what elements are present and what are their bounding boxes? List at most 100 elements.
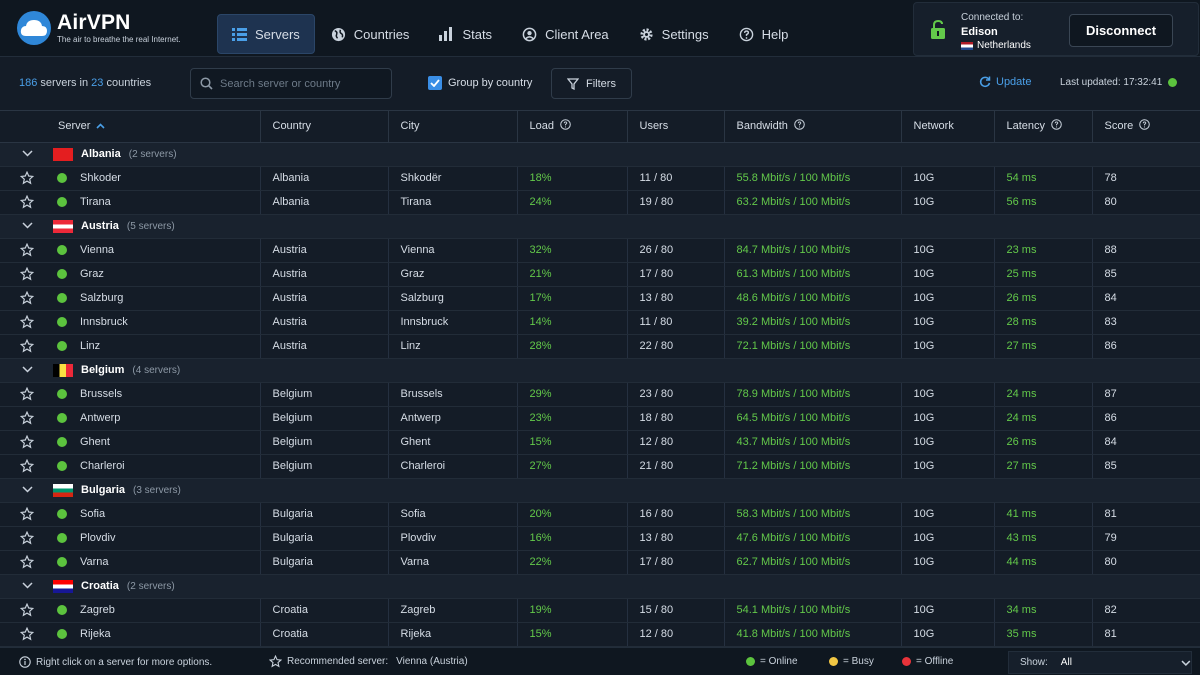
filters-button[interactable]: Filters: [551, 68, 632, 99]
col-latency[interactable]: Latency: [994, 111, 1093, 143]
nav-settings[interactable]: Settings: [625, 14, 723, 54]
group-by-country[interactable]: Group by country: [428, 76, 532, 90]
table-header: Server Country City Load Users Bandwidth…: [0, 111, 1200, 143]
server-latency: 28 ms: [994, 310, 1093, 335]
col-score[interactable]: Score: [1092, 111, 1200, 143]
col-server[interactable]: Server: [0, 111, 261, 143]
favorite-star-icon[interactable]: [20, 243, 34, 257]
favorite-star-icon[interactable]: [20, 411, 34, 425]
server-latency: 34 ms: [994, 598, 1093, 623]
server-country: Croatia: [260, 622, 389, 647]
table-row[interactable]: Varna Bulgaria Varna 22% 17 / 80 62.7 Mbit/s …: [0, 550, 1200, 575]
table-row[interactable]: Vienna Austria Vienna 32% 26 / 80 84.7 Mbit/s…: [0, 238, 1200, 263]
server-users: 15 / 80: [627, 598, 725, 623]
table-row[interactable]: Zagreb Croatia Zagreb 19% 15 / 80 54.1 Mbit/s…: [0, 598, 1200, 623]
table-row[interactable]: Rijeka Croatia Rijeka 15% 12 / 80 41.8 Mbit/s…: [0, 622, 1200, 647]
table-row[interactable]: Innsbruck Austria Innsbruck 14% 11 / 80 39.2 …: [0, 310, 1200, 335]
info-icon: [560, 119, 571, 133]
favorite-star-icon[interactable]: [20, 507, 34, 521]
favorite-star-icon[interactable]: [20, 435, 34, 449]
collapse-chevron-icon[interactable]: [22, 580, 33, 592]
server-score: 80: [1092, 550, 1200, 575]
server-latency: 44 ms: [994, 550, 1093, 575]
server-country: Belgium: [260, 430, 389, 455]
show-label: Show:: [1020, 657, 1048, 668]
search-box: [190, 68, 392, 99]
col-network[interactable]: Network: [901, 111, 995, 143]
nav-client-area[interactable]: Client Area: [508, 14, 623, 54]
group-row[interactable]: Albania (2 servers): [0, 142, 1200, 167]
table-row[interactable]: Shkoder Albania Shkodër 18% 11 / 80 55.8 Mbit…: [0, 166, 1200, 191]
update-button[interactable]: Update: [979, 76, 1031, 88]
collapse-chevron-icon[interactable]: [22, 220, 33, 232]
nav-help[interactable]: Help: [725, 14, 803, 54]
server-users: 16 / 80: [627, 502, 725, 527]
favorite-star-icon[interactable]: [20, 171, 34, 185]
server-city: Shkodër: [388, 166, 518, 191]
show-select[interactable]: Show: All: [1008, 651, 1192, 674]
server-name: Shkoder: [80, 172, 121, 184]
col-city[interactable]: City: [388, 111, 518, 143]
online-status-icon: [57, 317, 67, 327]
favorite-star-icon[interactable]: [20, 627, 34, 641]
favorite-star-icon[interactable]: [20, 291, 34, 305]
group-row[interactable]: Austria (5 servers): [0, 214, 1200, 239]
group-checkbox[interactable]: [428, 76, 442, 90]
collapse-chevron-icon[interactable]: [22, 364, 33, 376]
table-row[interactable]: Tirana Albania Tirana 24% 19 / 80 63.2 Mbit/s…: [0, 190, 1200, 215]
table-row[interactable]: Antwerp Belgium Antwerp 23% 18 / 80 64.5 Mbit…: [0, 406, 1200, 431]
table-row[interactable]: Graz Austria Graz 21% 17 / 80 61.3 Mbit/s / 1…: [0, 262, 1200, 287]
server-score: 84: [1092, 286, 1200, 311]
table-row[interactable]: Sofia Bulgaria Sofia 20% 16 / 80 58.3 Mbit/s …: [0, 502, 1200, 527]
col-country[interactable]: Country: [260, 111, 389, 143]
search-input[interactable]: [220, 77, 390, 90]
server-city: Sofia: [388, 502, 518, 527]
table-body: Albania (2 servers) Shkoder Albania Shkodër 1…: [0, 142, 1200, 647]
offline-dot-icon: [902, 657, 911, 666]
last-updated-text: Last updated: 17:32:41: [1060, 77, 1163, 88]
collapse-chevron-icon[interactable]: [22, 484, 33, 496]
collapse-chevron-icon[interactable]: [22, 148, 33, 160]
favorite-star-icon[interactable]: [20, 387, 34, 401]
online-status-icon: [57, 389, 67, 399]
group-row[interactable]: Belgium (4 servers): [0, 358, 1200, 383]
favorite-star-icon[interactable]: [20, 531, 34, 545]
col-latency-label: Latency: [1006, 120, 1046, 133]
server-network: 10G: [901, 406, 995, 431]
server-name: Graz: [80, 268, 104, 280]
table-row[interactable]: Ghent Belgium Ghent 15% 12 / 80 43.7 Mbit/s /…: [0, 430, 1200, 455]
logo: AirVPN The air to breathe the real Inter…: [17, 11, 181, 45]
nav-stats[interactable]: Stats: [425, 14, 506, 54]
col-users[interactable]: Users: [627, 111, 725, 143]
favorite-star-icon[interactable]: [20, 315, 34, 329]
table-row[interactable]: Brussels Belgium Brussels 29% 23 / 80 78.9 Mb…: [0, 382, 1200, 407]
server-latency: 23 ms: [994, 238, 1093, 263]
table-row[interactable]: Charleroi Belgium Charleroi 27% 21 / 80 71.2 …: [0, 454, 1200, 479]
legend-online: = Online: [746, 656, 798, 667]
server-count-number: 186: [19, 77, 38, 89]
nav-servers[interactable]: Servers: [217, 14, 315, 54]
favorite-star-icon[interactable]: [20, 267, 34, 281]
server-bandwidth: 54.1 Mbit/s / 100 Mbit/s: [724, 598, 902, 623]
favorite-star-icon[interactable]: [20, 459, 34, 473]
server-latency: 25 ms: [994, 262, 1093, 287]
favorite-star-icon[interactable]: [20, 555, 34, 569]
favorite-star-icon[interactable]: [20, 339, 34, 353]
online-dot-icon: [746, 657, 755, 666]
table-row[interactable]: Linz Austria Linz 28% 22 / 80 72.1 Mbit/s / 1…: [0, 334, 1200, 359]
col-bandwidth[interactable]: Bandwidth: [724, 111, 902, 143]
favorite-star-icon[interactable]: [20, 195, 34, 209]
favorite-star-icon[interactable]: [20, 603, 34, 617]
group-row[interactable]: Bulgaria (3 servers): [0, 478, 1200, 503]
disconnect-button[interactable]: Disconnect: [1069, 14, 1173, 47]
table-row[interactable]: Salzburg Austria Salzburg 17% 13 / 80 48.6 Mb…: [0, 286, 1200, 311]
nav-countries[interactable]: Countries: [317, 14, 424, 54]
col-load[interactable]: Load: [517, 111, 628, 143]
group-country: Albania: [81, 148, 121, 160]
server-city: Varna: [388, 550, 518, 575]
server-score: 81: [1092, 502, 1200, 527]
server-city: Vienna: [388, 238, 518, 263]
group-row[interactable]: Croatia (2 servers): [0, 574, 1200, 599]
status-dot-icon: [1168, 78, 1178, 87]
table-row[interactable]: Plovdiv Bulgaria Plovdiv 16% 13 / 80 47.6 Mbi…: [0, 526, 1200, 551]
